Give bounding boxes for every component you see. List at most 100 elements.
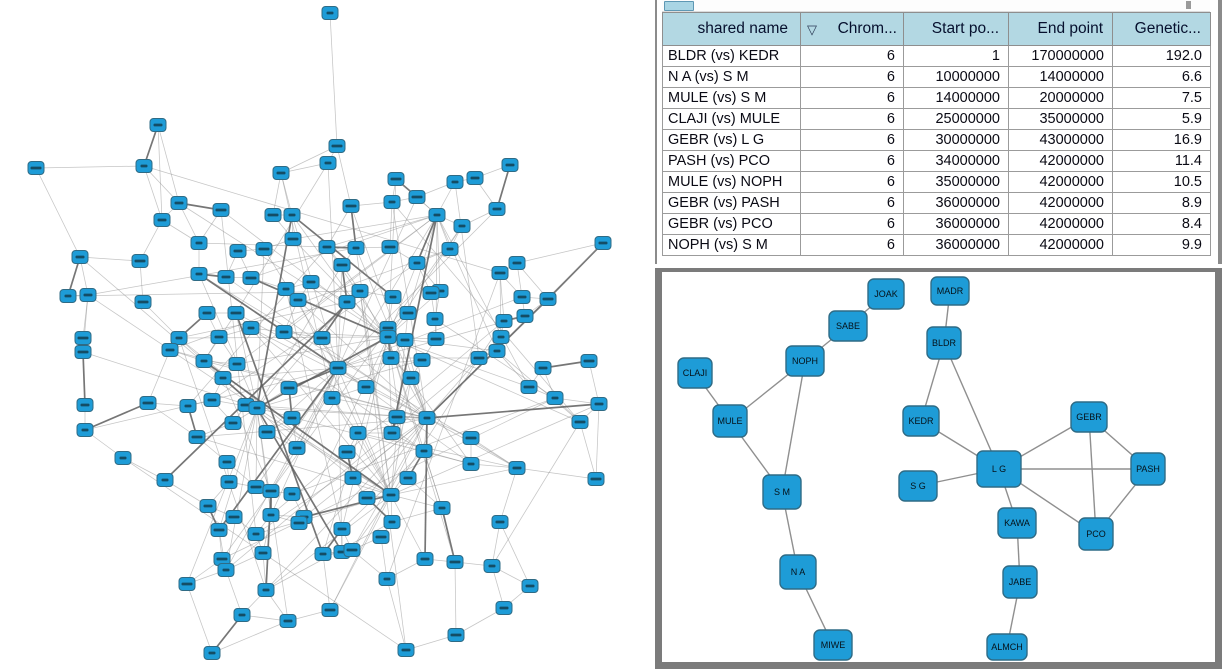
network-node[interactable] (383, 195, 401, 209)
network-node[interactable] (289, 293, 307, 307)
network-node[interactable] (580, 354, 598, 368)
network-node[interactable] (321, 6, 339, 20)
network-edge-BLDR-LG[interactable] (943, 342, 1000, 470)
network-node[interactable] (212, 203, 230, 217)
network-node[interactable] (242, 271, 260, 285)
network-node[interactable] (314, 547, 332, 561)
network-node[interactable] (74, 345, 92, 359)
network-node[interactable] (210, 523, 228, 537)
cell-value[interactable]: 5.9 (1112, 108, 1211, 130)
cell-value[interactable]: 7.5 (1112, 87, 1211, 109)
network-node[interactable] (488, 344, 506, 358)
network-node[interactable] (590, 397, 608, 411)
scrollbar-thumb[interactable] (664, 1, 694, 11)
network-node[interactable] (387, 172, 405, 186)
cell-shared-name[interactable]: MULE (vs) S M (662, 87, 801, 109)
network-node[interactable] (203, 646, 221, 660)
network-node[interactable] (534, 361, 552, 375)
network-node[interactable] (399, 471, 417, 485)
network-node[interactable] (347, 241, 365, 255)
network-node[interactable] (466, 171, 484, 185)
network-node[interactable] (220, 475, 238, 489)
network-node[interactable] (139, 396, 157, 410)
network-node[interactable] (520, 380, 538, 394)
network-node[interactable] (501, 158, 519, 172)
network-node[interactable] (280, 381, 298, 395)
network-node[interactable] (384, 290, 402, 304)
network-node[interactable] (342, 199, 360, 213)
network-node[interactable] (587, 472, 605, 486)
cell-value[interactable]: 42000000 (1008, 213, 1113, 235)
cell-value[interactable]: 6 (800, 108, 904, 130)
table-row[interactable]: N A (vs) S M 6 10000000 14000000 6.6 (662, 66, 1211, 88)
network-node[interactable] (262, 484, 280, 498)
network-node[interactable] (218, 455, 236, 469)
cell-value[interactable]: 8.9 (1112, 192, 1211, 214)
network-node-MIWE[interactable]: MIWE (813, 629, 853, 661)
table-horizontal-scrollbar[interactable] (662, 0, 1210, 12)
column-header-shared-name[interactable]: shared name (662, 12, 801, 46)
network-node[interactable] (258, 425, 276, 439)
network-node[interactable] (388, 410, 406, 424)
cell-value[interactable]: 1 (903, 45, 1009, 67)
network-node[interactable] (396, 333, 414, 347)
cell-shared-name[interactable]: N A (vs) S M (662, 66, 801, 88)
cell-value[interactable]: 11.4 (1112, 150, 1211, 172)
network-node[interactable] (402, 371, 420, 385)
cell-shared-name[interactable]: PASH (vs) PCO (662, 150, 801, 172)
cell-value[interactable]: 30000000 (903, 129, 1009, 151)
network-node[interactable] (571, 415, 589, 429)
network-node[interactable] (213, 552, 231, 566)
cell-value[interactable]: 36000000 (903, 234, 1009, 256)
network-node-SABE[interactable]: SABE (828, 310, 868, 342)
network-node[interactable] (462, 431, 480, 445)
cell-value[interactable]: 14000000 (1008, 66, 1113, 88)
table-row[interactable]: NOPH (vs) S M 6 36000000 42000000 9.9 (662, 234, 1211, 256)
network-node-PASH[interactable]: PASH (1130, 452, 1166, 486)
network-node[interactable] (76, 398, 94, 412)
network-node[interactable] (446, 555, 464, 569)
network-node[interactable] (379, 330, 397, 344)
cell-value[interactable]: 6 (800, 87, 904, 109)
network-node[interactable] (349, 426, 367, 440)
network-node[interactable] (247, 480, 265, 494)
network-node[interactable] (190, 267, 208, 281)
network-node-SG[interactable]: S G (898, 470, 938, 502)
network-node[interactable] (453, 219, 471, 233)
network-node[interactable] (418, 411, 436, 425)
network-node[interactable] (521, 579, 539, 593)
network-node[interactable] (313, 331, 331, 345)
network-node[interactable] (217, 563, 235, 577)
network-node[interactable] (427, 332, 445, 346)
cell-value[interactable]: 9.9 (1112, 234, 1211, 256)
network-node[interactable] (491, 515, 509, 529)
network-node[interactable] (357, 380, 375, 394)
network-node[interactable] (383, 426, 401, 440)
cell-value[interactable]: 34000000 (903, 150, 1009, 172)
network-node[interactable] (228, 357, 246, 371)
network-node[interactable] (302, 275, 320, 289)
network-node[interactable] (408, 256, 426, 270)
network-node[interactable] (227, 306, 245, 320)
network-edge-GEBR-PCO[interactable] (1088, 416, 1097, 535)
network-node[interactable] (255, 242, 273, 256)
table-row[interactable]: GEBR (vs) PASH 6 36000000 42000000 8.9 (662, 192, 1211, 214)
network-node[interactable] (399, 306, 417, 320)
network-node[interactable] (198, 306, 216, 320)
network-node[interactable] (59, 289, 77, 303)
network-node[interactable] (446, 175, 464, 189)
table-row[interactable]: GEBR (vs) PCO 6 36000000 42000000 8.4 (662, 213, 1211, 235)
network-node-ALMCH[interactable]: ALMCH (986, 633, 1028, 661)
table-row[interactable]: BLDR (vs) KEDR 6 1 170000000 192.0 (662, 45, 1211, 67)
network-node[interactable] (188, 430, 206, 444)
network-node[interactable] (508, 256, 526, 270)
network-node-JABE[interactable]: JABE (1002, 565, 1038, 599)
network-node[interactable] (229, 244, 247, 258)
network-node[interactable] (27, 161, 45, 175)
network-node[interactable] (422, 286, 440, 300)
network-node[interactable] (284, 232, 302, 246)
network-node[interactable] (381, 240, 399, 254)
cell-value[interactable]: 16.9 (1112, 129, 1211, 151)
network-node-CLAJI[interactable]: CLAJI (677, 357, 713, 389)
table-row[interactable]: PASH (vs) PCO 6 34000000 42000000 11.4 (662, 150, 1211, 172)
